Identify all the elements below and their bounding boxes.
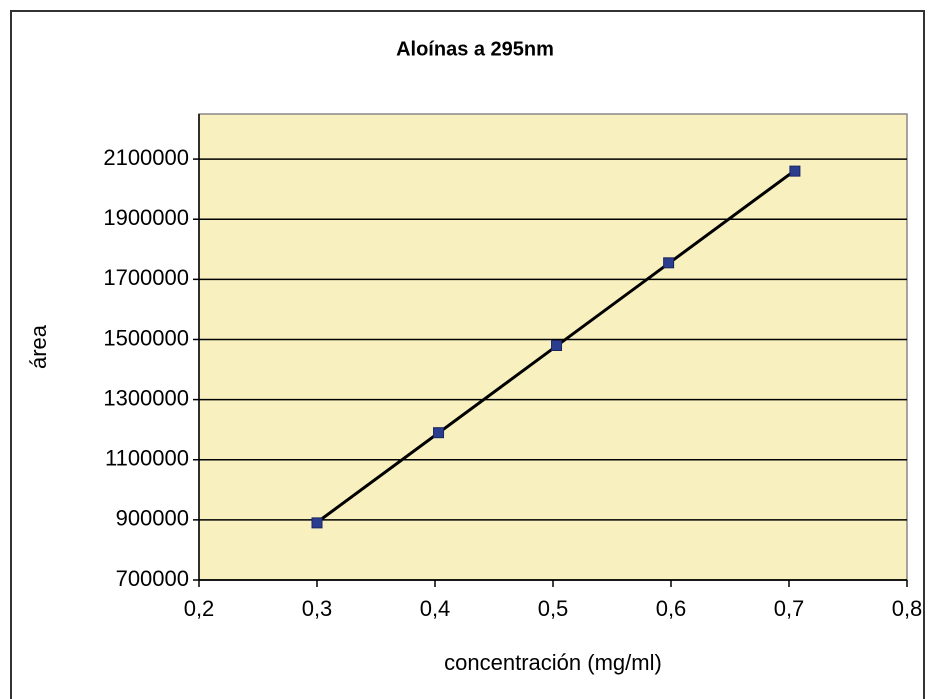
data-point: [433, 427, 445, 439]
y-tick-label: 1700000: [103, 265, 189, 290]
data-point: [663, 257, 675, 269]
x-tick-label: 0,3: [302, 596, 333, 621]
x-axis-label: concentración (mg/ml): [444, 650, 662, 675]
y-axis-label: área: [26, 324, 51, 369]
y-tick-label: 1500000: [103, 325, 189, 350]
data-point: [789, 165, 801, 177]
chart-title: Aloínas a 295nm: [396, 38, 554, 60]
y-tick-label: 700000: [116, 566, 189, 591]
x-tick-label: 0,7: [774, 596, 805, 621]
x-tick-label: 0,6: [656, 596, 687, 621]
y-tick-label: 1300000: [103, 385, 189, 410]
y-tick-label: 900000: [116, 506, 189, 531]
y-tick-label: 2100000: [103, 145, 189, 170]
y-tick-label: 1100000: [105, 446, 189, 471]
x-tick-label: 0,2: [184, 596, 215, 621]
y-tick-label: 1900000: [103, 205, 189, 230]
data-point: [311, 517, 323, 529]
x-tick-label: 0,8: [892, 596, 923, 621]
x-tick-label: 0,5: [538, 596, 569, 621]
x-tick-label: 0,4: [420, 596, 451, 621]
data-point: [551, 339, 563, 351]
